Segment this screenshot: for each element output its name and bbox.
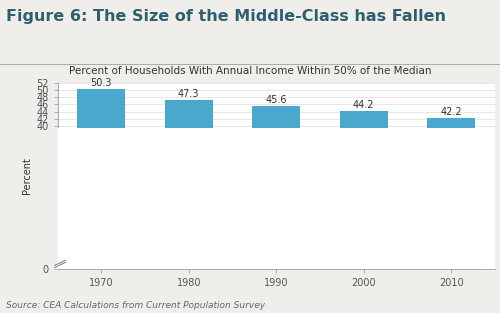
Bar bbox=[164, 100, 213, 128]
Text: Source: CEA Calculations from Current Population Survey: Source: CEA Calculations from Current Po… bbox=[6, 301, 265, 310]
Text: Figure 6: The Size of the Middle-Class has Fallen: Figure 6: The Size of the Middle-Class h… bbox=[6, 9, 446, 24]
Text: 42.2: 42.2 bbox=[440, 107, 462, 117]
Text: Percent of Households With Annual Income Within 50% of the Median: Percent of Households With Annual Income… bbox=[69, 66, 431, 76]
Bar bbox=[77, 89, 126, 128]
Bar bbox=[340, 111, 388, 128]
Bar bbox=[58, 128, 495, 267]
Text: 50.3: 50.3 bbox=[90, 78, 112, 88]
Bar bbox=[427, 118, 476, 128]
Bar bbox=[252, 106, 300, 128]
Y-axis label: Percent: Percent bbox=[22, 158, 32, 194]
Text: 47.3: 47.3 bbox=[178, 89, 200, 99]
Text: 44.2: 44.2 bbox=[353, 100, 374, 110]
Text: 45.6: 45.6 bbox=[266, 95, 287, 105]
